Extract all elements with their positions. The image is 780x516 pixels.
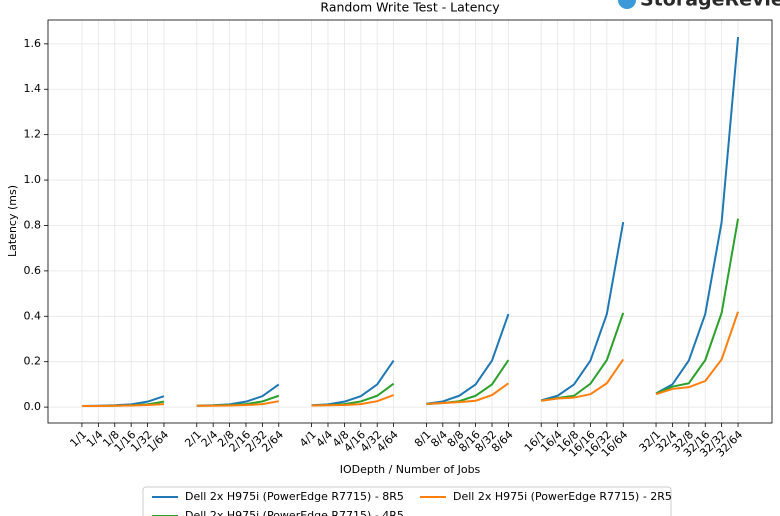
series-line [81, 218, 740, 407]
x-axis-label: IODepth / Number of Jobs [340, 463, 481, 476]
y-axis-label: Latency (ms) [6, 185, 19, 257]
y-tick-label: 1.0 [24, 173, 42, 186]
plot-frame [47, 19, 773, 424]
logo: StorageReview [618, 0, 780, 11]
legend-label: Dell 2x H975i (PowerEdge R7715) - 2R5 [453, 490, 672, 503]
y-tick-label: 0.8 [24, 218, 42, 231]
y-tick-label: 0.6 [24, 264, 42, 277]
chart-title: Random Write Test - Latency [320, 0, 500, 15]
logo-icon [618, 0, 636, 9]
series-line [81, 36, 740, 407]
y-tick-label: 0.0 [24, 400, 42, 413]
legend-frame [142, 486, 672, 516]
y-tick-label: 0.4 [24, 309, 42, 322]
y-tick-label: 1.6 [24, 37, 42, 50]
y-tick-label: 1.2 [24, 128, 42, 141]
y-tick-label: 1.4 [24, 82, 42, 95]
legend-label: Dell 2x H975i (PowerEdge R7715) - 8R5 [185, 490, 404, 503]
legend-label: Dell 2x H975i (PowerEdge R7715) - 4R5 [185, 509, 404, 516]
logo-text: StorageReview [640, 0, 780, 11]
series-line [81, 311, 739, 407]
y-tick-label: 0.2 [24, 355, 42, 368]
legend: Dell 2x H975i (PowerEdge R7715) - 8R5 Del… [142, 486, 672, 516]
